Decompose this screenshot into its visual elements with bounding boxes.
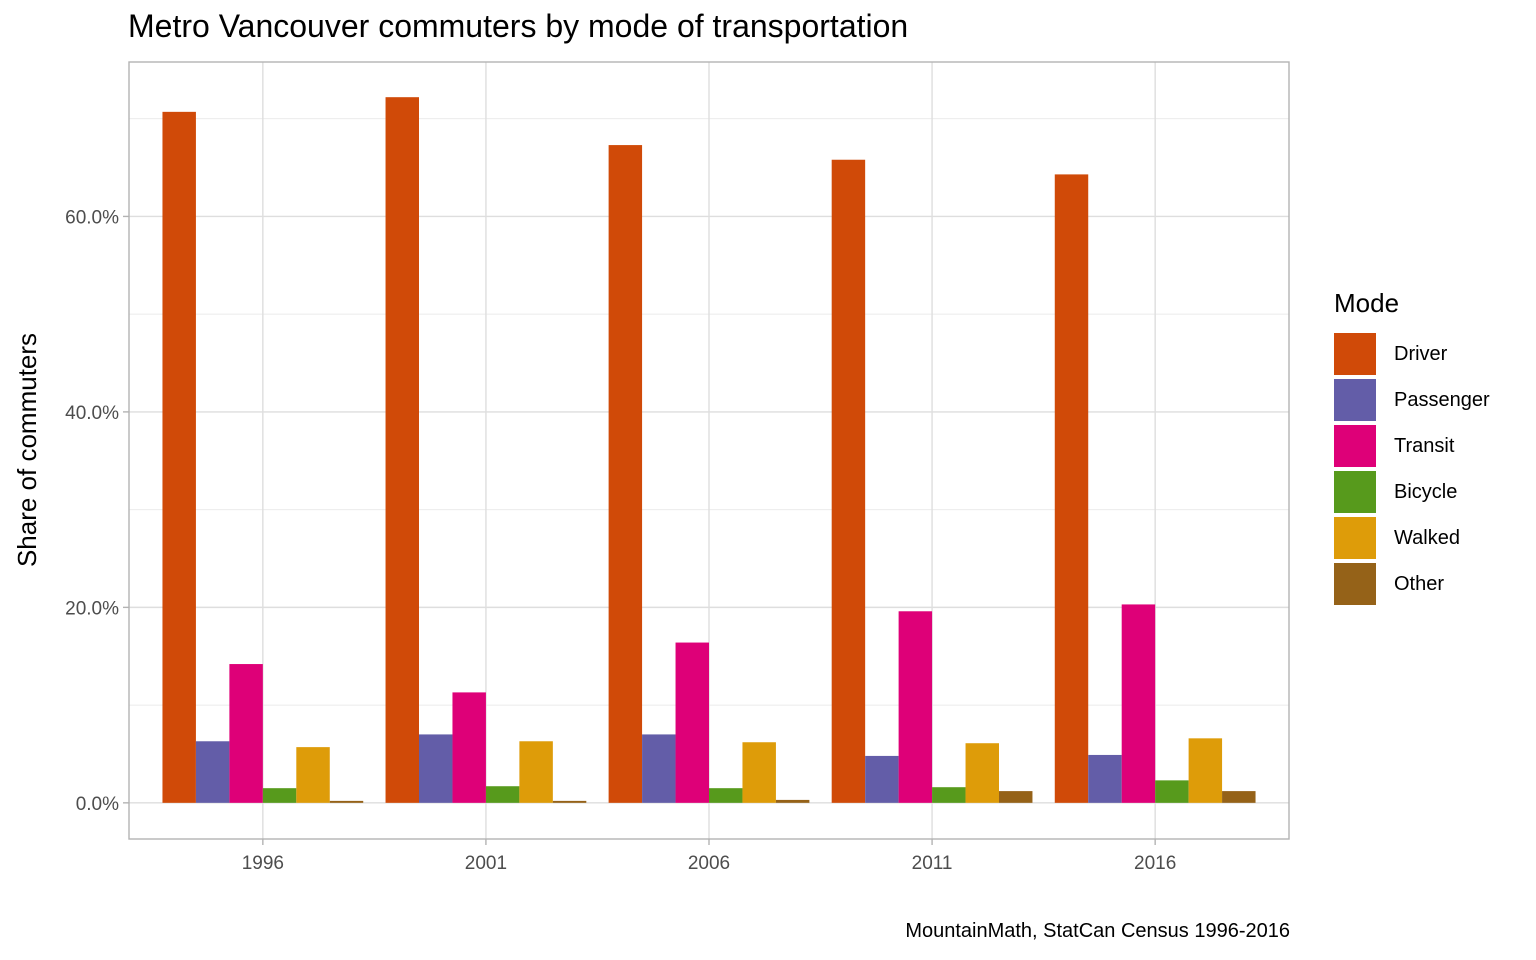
bar-transit-1996 — [229, 664, 263, 803]
chart-title: Metro Vancouver commuters by mode of tra… — [128, 8, 909, 44]
bar-other-2006 — [775, 799, 810, 803]
bar-walked-2016 — [1188, 738, 1223, 803]
y-tick-label: 20.0% — [65, 598, 119, 619]
legend-label: Transit — [1394, 434, 1455, 457]
x-tick-label: 2016 — [1134, 853, 1176, 874]
chart-caption: MountainMath, StatCan Census 1996-2016 — [905, 920, 1290, 942]
legend-item-bicycle: Bicycle — [1334, 469, 1490, 515]
bar-other-2011 — [999, 791, 1033, 803]
y-tick-label: 0.0% — [76, 794, 119, 815]
bar-transit-2016 — [1121, 604, 1156, 803]
y-axis: 0.0% 20.0% 40.0% 60.0% — [65, 207, 129, 815]
legend-item-walked: Walked — [1334, 515, 1490, 561]
bar-bicycle-2006 — [709, 788, 743, 803]
bar-walked-2006 — [742, 742, 776, 803]
bar-transit-2006 — [675, 642, 709, 803]
legend-label: Passenger — [1394, 388, 1490, 411]
bar-bicycle-2011 — [932, 787, 966, 803]
legend-swatch — [1334, 379, 1376, 421]
legend-label: Walked — [1394, 526, 1460, 549]
legend-title: Mode — [1334, 288, 1400, 318]
x-tick-label: 2011 — [912, 853, 953, 874]
bar-other-2001 — [552, 800, 587, 803]
legend-item-transit: Transit — [1334, 423, 1490, 469]
bar-walked-2001 — [519, 741, 553, 803]
bar-passenger-2006 — [642, 734, 676, 803]
x-tick-label: 2006 — [688, 853, 730, 874]
bars — [162, 97, 1256, 803]
x-tick-label: 2001 — [465, 853, 507, 874]
legend-item-other: Other — [1334, 561, 1490, 607]
bar-driver-1996 — [162, 111, 196, 803]
bar-passenger-2016 — [1088, 754, 1122, 803]
bar-other-2016 — [1222, 791, 1256, 803]
x-tick-label: 1996 — [242, 853, 284, 874]
bar-bicycle-1996 — [262, 788, 297, 803]
bar-bicycle-2016 — [1155, 780, 1189, 803]
legend-label: Driver — [1394, 342, 1448, 365]
legend-label: Bicycle — [1394, 480, 1458, 503]
legend-items: Driver Passenger Transit Bicycle Walked Other — [1334, 331, 1490, 607]
y-tick-label: 40.0% — [65, 403, 119, 424]
legend-swatch — [1334, 517, 1376, 559]
legend-item-driver: Driver — [1334, 331, 1490, 377]
legend-swatch — [1334, 425, 1376, 467]
legend-swatch — [1334, 563, 1376, 605]
x-axis: 1996 2001 2006 2011 2016 — [242, 839, 1176, 874]
bar-driver-2006 — [608, 145, 643, 803]
y-tick-label: 60.0% — [65, 207, 119, 228]
legend-item-passenger: Passenger — [1334, 377, 1490, 423]
legend: Mode Driver Passenger Transit Bicycle Walked… — [1334, 288, 1490, 607]
y-axis-title: Share of commuters — [12, 333, 42, 567]
legend-swatch — [1334, 333, 1376, 375]
bar-walked-2011 — [965, 743, 999, 803]
legend-label: Other — [1394, 572, 1445, 595]
bar-passenger-1996 — [195, 741, 230, 803]
bar-other-1996 — [329, 800, 364, 803]
bar-transit-2001 — [452, 692, 486, 803]
bar-driver-2001 — [385, 97, 419, 803]
bar-driver-2011 — [831, 159, 866, 803]
bar-passenger-2011 — [865, 755, 899, 803]
bar-transit-2011 — [898, 611, 933, 803]
legend-swatch — [1334, 471, 1376, 513]
bar-walked-1996 — [296, 747, 330, 803]
bar-bicycle-2001 — [485, 786, 520, 803]
bar-driver-2016 — [1054, 174, 1089, 803]
bar-passenger-2001 — [419, 734, 453, 803]
